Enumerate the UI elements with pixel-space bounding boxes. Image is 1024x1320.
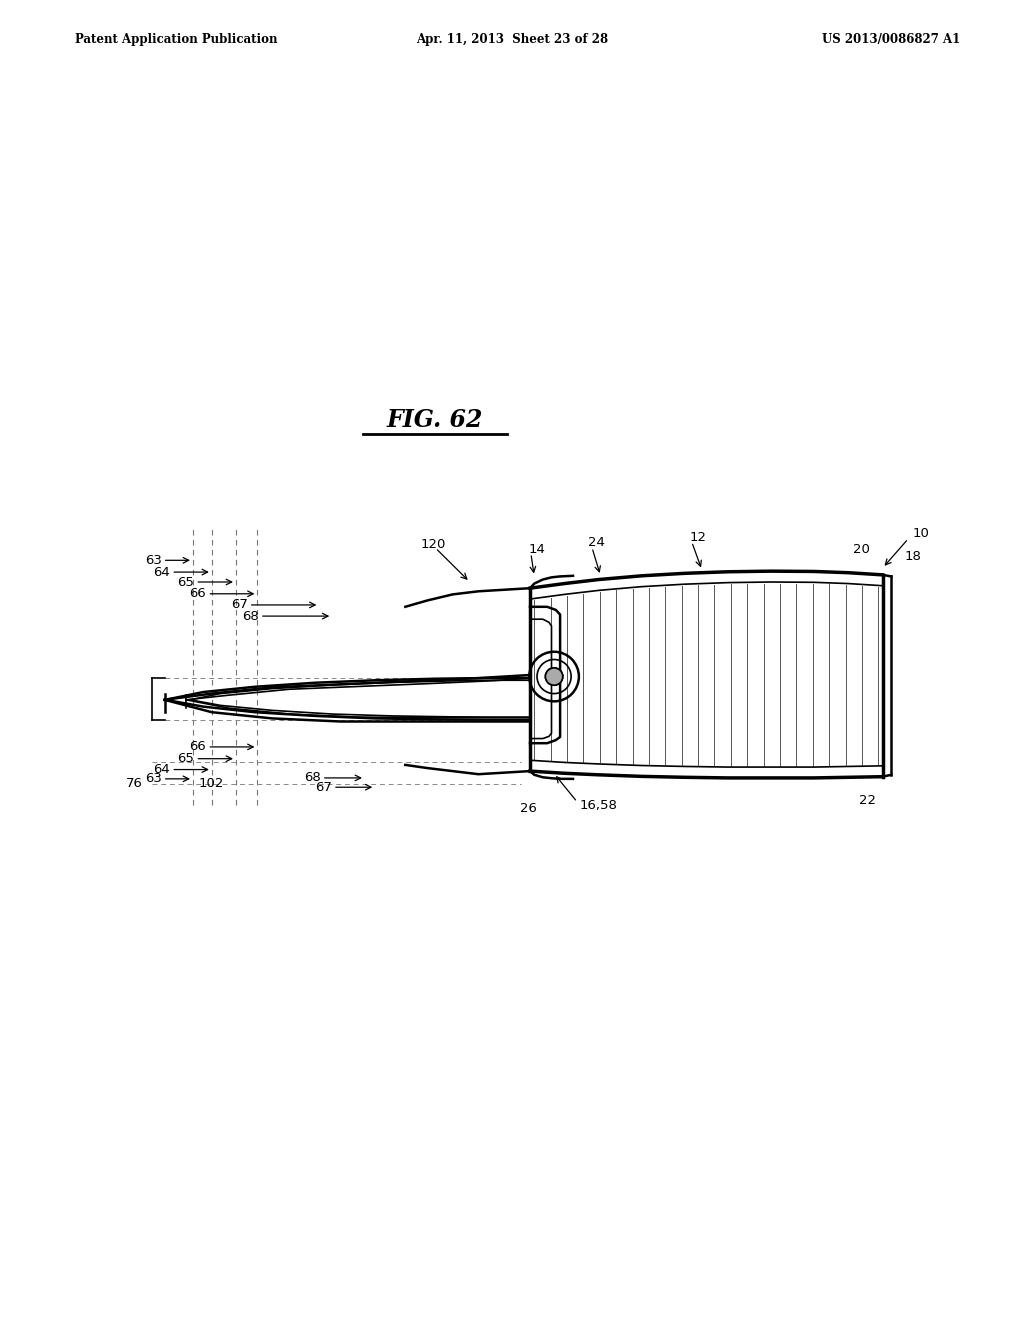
Text: 14: 14 bbox=[528, 543, 545, 556]
Text: 26: 26 bbox=[520, 801, 537, 814]
Text: 64: 64 bbox=[154, 565, 170, 578]
Text: 64: 64 bbox=[154, 763, 170, 776]
Text: 102: 102 bbox=[199, 777, 224, 789]
Text: 20: 20 bbox=[853, 543, 869, 556]
Text: 22: 22 bbox=[859, 795, 877, 807]
Text: 63: 63 bbox=[144, 772, 162, 785]
Text: 18: 18 bbox=[904, 550, 921, 564]
Text: Apr. 11, 2013  Sheet 23 of 28: Apr. 11, 2013 Sheet 23 of 28 bbox=[416, 33, 608, 46]
Text: 12: 12 bbox=[689, 531, 707, 544]
Text: 66: 66 bbox=[189, 587, 206, 601]
Text: 24: 24 bbox=[589, 536, 605, 549]
Text: Patent Application Publication: Patent Application Publication bbox=[75, 33, 278, 46]
Text: 63: 63 bbox=[144, 554, 162, 566]
Text: 65: 65 bbox=[177, 752, 195, 766]
Text: 120: 120 bbox=[421, 539, 446, 552]
Text: 68: 68 bbox=[304, 771, 321, 784]
Polygon shape bbox=[530, 572, 883, 777]
Text: 76: 76 bbox=[126, 777, 142, 789]
Text: 67: 67 bbox=[230, 598, 248, 611]
Text: 16,58: 16,58 bbox=[580, 800, 617, 812]
Text: 66: 66 bbox=[189, 741, 206, 754]
Text: 65: 65 bbox=[177, 576, 195, 589]
Text: 10: 10 bbox=[912, 528, 930, 540]
Text: 67: 67 bbox=[315, 780, 332, 793]
Text: FIG. 62: FIG. 62 bbox=[387, 408, 483, 432]
Text: US 2013/0086827 A1: US 2013/0086827 A1 bbox=[821, 33, 961, 46]
Text: 68: 68 bbox=[242, 610, 259, 623]
Circle shape bbox=[546, 668, 563, 685]
